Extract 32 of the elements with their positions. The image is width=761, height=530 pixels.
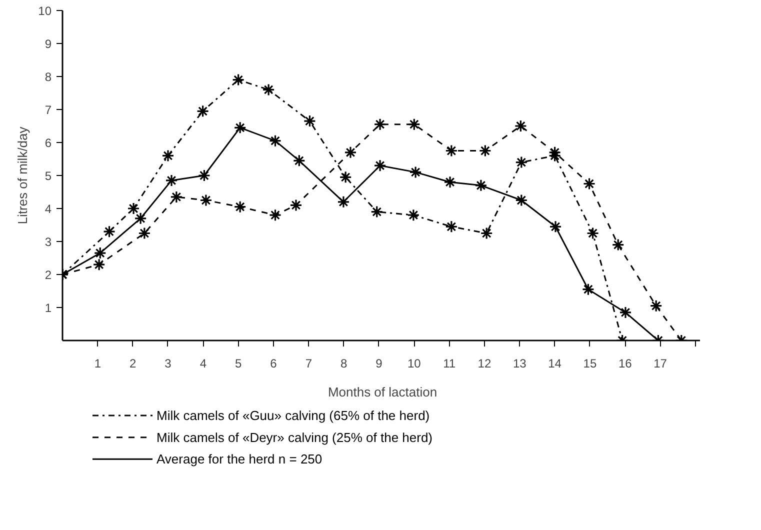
x-tick-label: 13 xyxy=(512,356,527,370)
x-tick-label: 6 xyxy=(270,356,278,370)
x-tick-label: 7 xyxy=(305,356,312,370)
x-tick-label: 3 xyxy=(164,356,172,370)
x-tick-label: 8 xyxy=(340,356,348,370)
x-tick-label: 4 xyxy=(200,356,207,370)
y-tick-label: 7 xyxy=(44,103,52,117)
y-tick-label: 9 xyxy=(44,37,52,51)
y-tick-label: 5 xyxy=(44,169,52,183)
x-tick-label: 16 xyxy=(618,356,632,370)
y-tick-label: 1 xyxy=(44,301,52,315)
x-tick-label: 17 xyxy=(654,356,668,370)
x-tick-label: 14 xyxy=(548,356,562,370)
legend-label: Average for the herd n = 250 xyxy=(156,452,322,467)
x-axis-title: Months of lactation xyxy=(328,384,438,400)
x-tick-label: 12 xyxy=(478,356,492,370)
x-tick-label: 9 xyxy=(376,356,383,370)
y-tick-label: 10 xyxy=(38,4,52,18)
x-tick-label: 15 xyxy=(583,356,597,370)
x-tick-label: 1 xyxy=(94,356,102,370)
y-tick-label: 6 xyxy=(44,136,52,150)
x-tick-label: 11 xyxy=(443,356,456,370)
y-axis-title: Litres of milk/day xyxy=(15,126,30,224)
legend-label: Milk camels of «Guu» calving (65% of the herd) xyxy=(156,408,430,424)
legend-label: Milk camels of «Deyr» calving (25% of the herd) xyxy=(156,430,433,445)
y-tick-label: 8 xyxy=(44,70,52,84)
x-tick-label: 5 xyxy=(234,356,242,370)
y-tick-label: 3 xyxy=(44,235,52,249)
x-tick-label: 2 xyxy=(129,356,136,370)
y-tick-label: 2 xyxy=(44,268,52,282)
x-tick-label: 10 xyxy=(407,356,422,370)
y-tick-label: 4 xyxy=(44,202,52,216)
